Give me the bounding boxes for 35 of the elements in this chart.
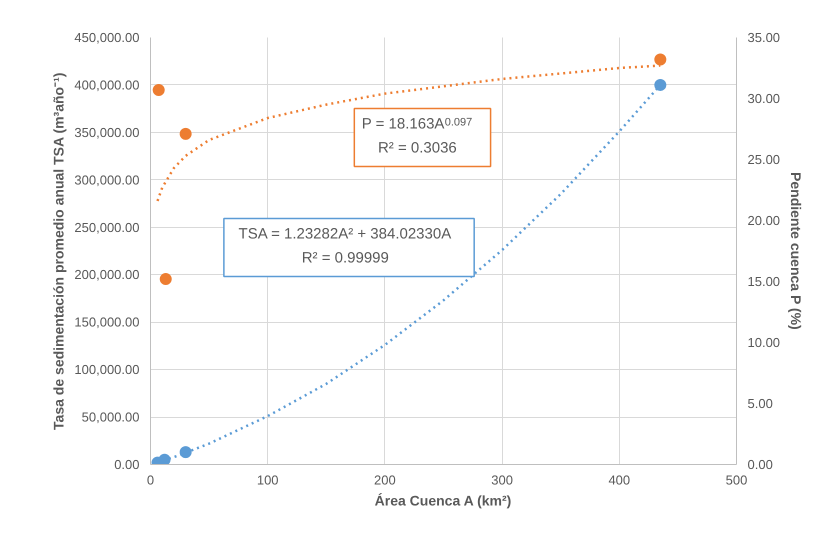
y2-tick-label: 5.00 xyxy=(748,396,773,411)
y2-tick-label: 0.00 xyxy=(748,457,773,472)
x-tick-label: 400 xyxy=(608,472,630,488)
point xyxy=(654,78,666,91)
y-tick-label: 100,000.00 xyxy=(74,362,140,378)
x-tick-label: 200 xyxy=(374,472,396,488)
y-tick-label: 300,000.00 xyxy=(74,172,140,188)
y-axis-title: Tasa de sedimentación promedio anual TSA (m³año⁻¹) xyxy=(50,72,66,430)
y-tick-label: 0.00 xyxy=(114,457,140,472)
point xyxy=(180,128,192,140)
y2-tick-label: 25.00 xyxy=(748,152,780,167)
y2-tick-label: 10.00 xyxy=(748,335,780,350)
point xyxy=(160,273,172,286)
x-axis-title: Área Cuenca A (km²) xyxy=(374,492,512,508)
point xyxy=(654,53,666,66)
point xyxy=(152,84,165,96)
y2-tick-label: 35.00 xyxy=(748,30,780,45)
point xyxy=(158,454,171,464)
y2-tick-label: 30.00 xyxy=(748,91,780,106)
point xyxy=(180,446,192,458)
x-tick-label: 300 xyxy=(491,472,513,488)
x-tick-label: 500 xyxy=(726,472,748,488)
y-tick-label: 150,000.00 xyxy=(74,314,140,330)
x-tick-label: 0 xyxy=(146,472,154,488)
y2-tick-label: 15.00 xyxy=(748,274,780,289)
y-tick-label: 350,000.00 xyxy=(74,124,140,140)
y-tick-label: 50,000.00 xyxy=(82,410,140,425)
annotation: TSA = 1.23282A² + 384.02330A R² = 0.99999 xyxy=(238,226,452,266)
y2-tick-label: 20.00 xyxy=(748,213,780,228)
y-tick-label: 250,000.00 xyxy=(74,220,140,235)
y-tick-label: 450,000.00 xyxy=(74,30,140,45)
y2-axis-title: Pendiente cuenca P (%) xyxy=(788,172,804,330)
y-tick-label: 400,000.00 xyxy=(74,77,140,92)
x-tick-label: 100 xyxy=(256,472,279,488)
y-tick-label: 200,000.00 xyxy=(74,267,140,282)
